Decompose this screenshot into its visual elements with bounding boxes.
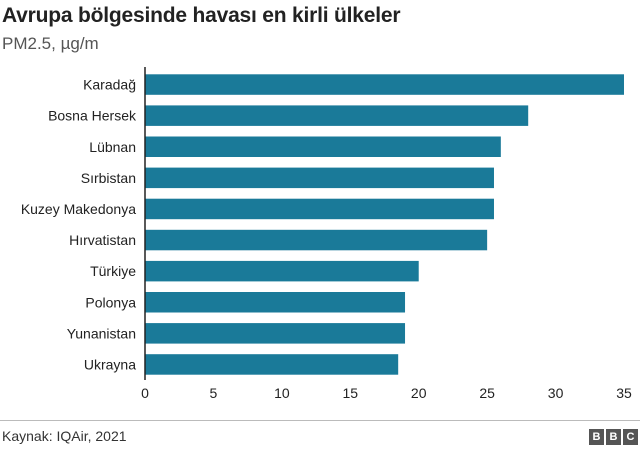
bar — [145, 74, 624, 95]
category-label: Karadağ — [83, 77, 136, 93]
category-label: Sırbistan — [81, 170, 136, 186]
bar — [145, 260, 419, 282]
category-label: Türkiye — [90, 263, 136, 279]
x-tick-label: 15 — [342, 385, 358, 401]
bar-chart: Karadağ Bosna Hersek Lübnan Sırbistan Kuzey … — [21, 67, 632, 401]
x-tick-label: 20 — [411, 385, 427, 401]
category-label: Ukrayna — [84, 356, 136, 372]
bbc-logo-letter-3: C — [623, 429, 638, 445]
category-label: Hırvatistan — [69, 232, 136, 248]
x-tick-label: 10 — [274, 385, 290, 401]
category-label: Yunanistan — [67, 325, 136, 341]
bar — [145, 198, 494, 220]
bar — [145, 136, 501, 157]
footer-divider — [0, 420, 640, 421]
category-label: Polonya — [85, 294, 136, 310]
bar — [145, 323, 406, 344]
bbc-logo: B B C — [589, 429, 638, 445]
category-label: Lübnan — [89, 139, 136, 155]
bar — [145, 292, 406, 313]
bar — [145, 167, 494, 189]
source-note: Kaynak: IQAir, 2021 — [2, 428, 127, 444]
bbc-logo-letter-2: B — [606, 429, 621, 445]
x-tick-label: 35 — [616, 385, 632, 401]
category-label: Kuzey Makedonya — [21, 201, 136, 217]
bbc-logo-letter-1: B — [589, 429, 604, 445]
bar — [145, 354, 399, 375]
bar — [145, 105, 529, 126]
category-label: Bosna Hersek — [48, 108, 137, 124]
x-tick-label: 0 — [141, 385, 149, 401]
x-tick-label: 30 — [548, 385, 564, 401]
x-tick-label: 25 — [479, 385, 495, 401]
bar — [145, 229, 488, 251]
chart-title: Avrupa bölgesinde havası en kirli ülkele… — [2, 4, 401, 27]
chart-subtitle: PM2.5, µg/m — [2, 34, 99, 53]
x-tick-label: 5 — [210, 385, 218, 401]
